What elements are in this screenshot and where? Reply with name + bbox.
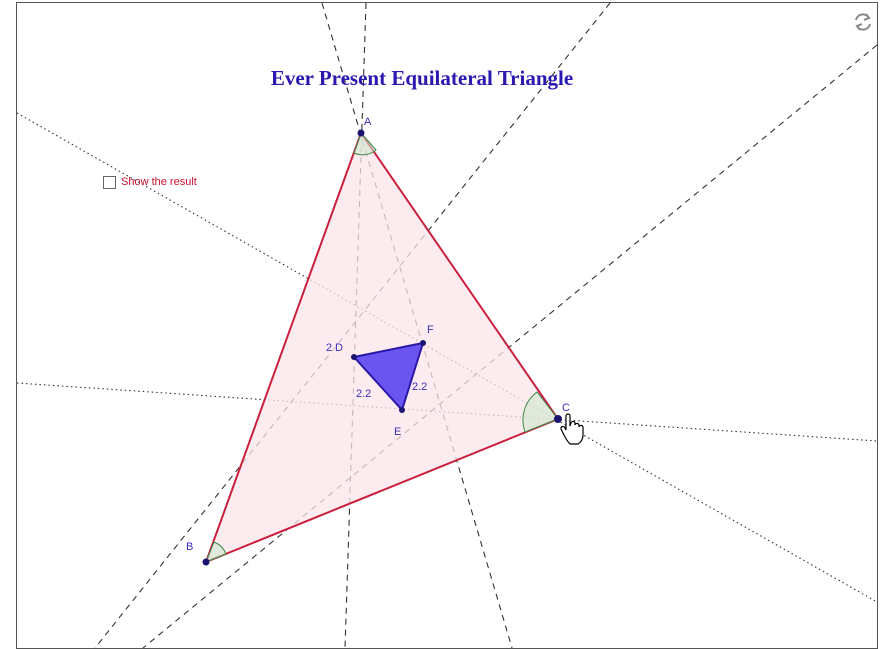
checkbox-label[interactable]: Show the result	[121, 176, 197, 188]
point-label: F	[427, 324, 434, 336]
point	[399, 407, 405, 413]
point-label: C	[562, 402, 570, 414]
point	[351, 354, 357, 360]
annotation: 2	[326, 342, 332, 354]
dashed-line	[321, 2, 513, 649]
point	[202, 558, 210, 566]
point	[554, 415, 562, 423]
triangle-abc	[204, 130, 560, 564]
point-label: B	[186, 541, 193, 553]
angle-arcs	[205, 132, 559, 563]
angle-arc	[353, 132, 377, 156]
angle-arc	[205, 541, 227, 563]
point-label: D	[335, 342, 343, 354]
annotation: 2.2	[412, 381, 427, 393]
angle-arc	[522, 391, 559, 433]
title: Ever Present Equilateral Triangle	[271, 66, 573, 90]
refresh-icon[interactable]	[855, 13, 871, 31]
point-label: A	[364, 116, 372, 128]
points	[202, 129, 562, 566]
triangle-def	[352, 341, 425, 412]
hand-cursor	[560, 413, 584, 445]
checkbox[interactable]	[103, 176, 116, 189]
annotation: 2.2	[356, 388, 371, 400]
refresh-arrow	[855, 23, 863, 31]
refresh-arrow	[863, 13, 871, 21]
point	[357, 129, 365, 137]
dashed-line	[142, 44, 878, 649]
dotted-line	[16, 112, 878, 603]
point	[420, 340, 426, 346]
point-label: E	[394, 426, 401, 438]
